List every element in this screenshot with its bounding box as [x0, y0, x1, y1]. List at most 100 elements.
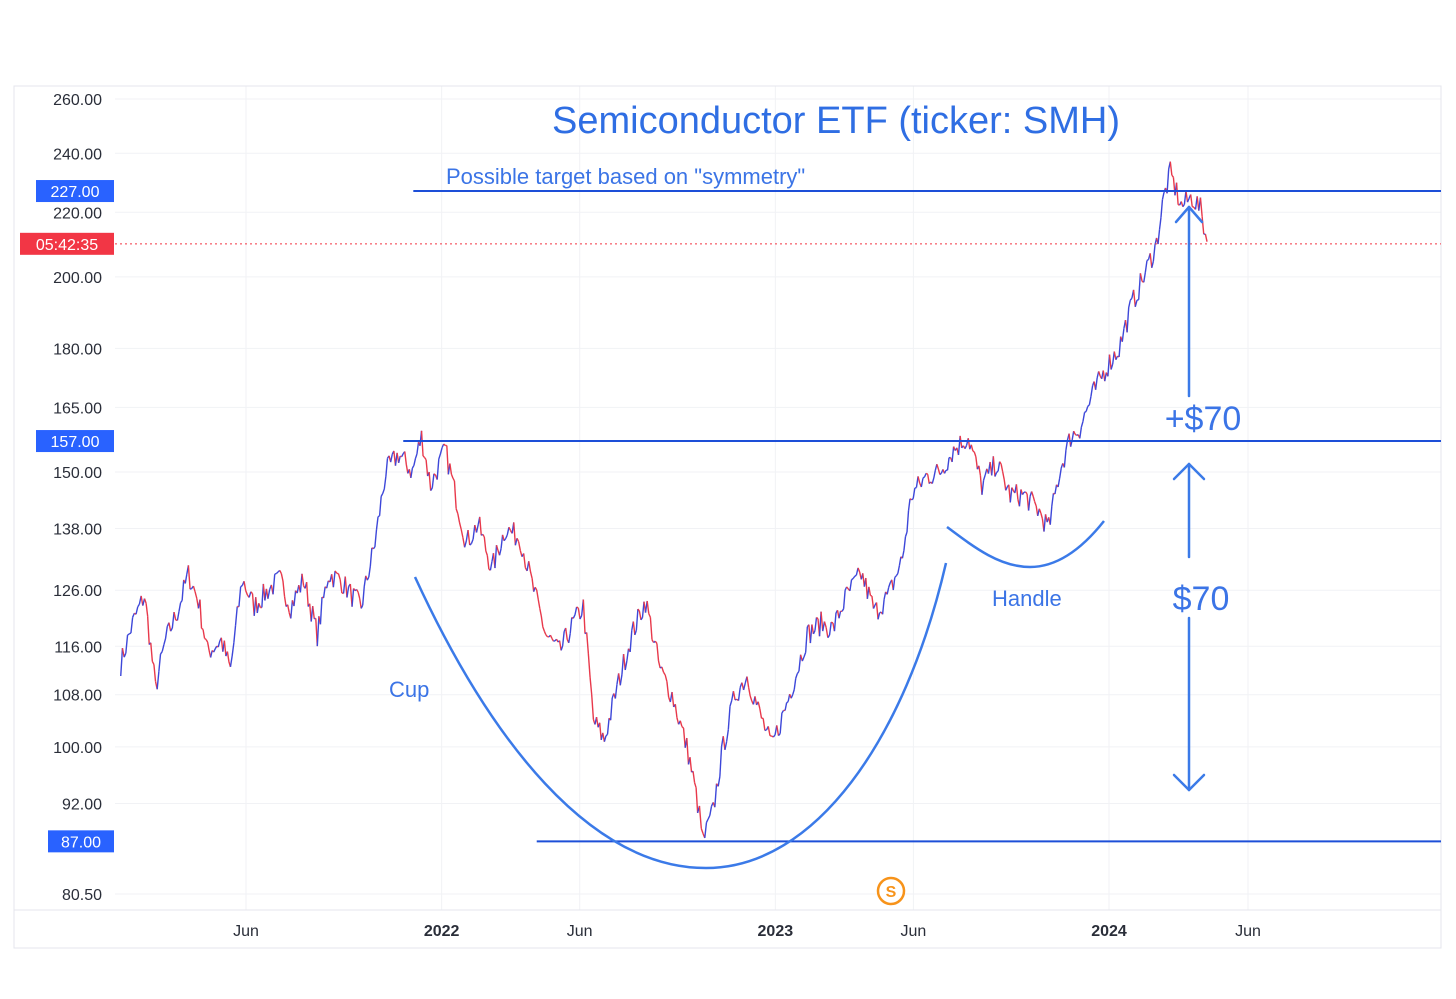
price-segment	[786, 701, 789, 704]
price-segment	[693, 782, 697, 788]
price-segment	[804, 626, 809, 653]
price-segment	[679, 720, 683, 727]
price-segment	[629, 630, 633, 652]
price-segment	[362, 586, 365, 606]
price-segment	[163, 638, 167, 646]
price-segment	[233, 625, 237, 643]
price-segment	[501, 534, 505, 541]
price-segment	[1161, 192, 1165, 200]
price-segment	[534, 586, 538, 591]
price-segment	[243, 581, 247, 591]
price-segment	[206, 642, 210, 651]
price-segment	[505, 534, 508, 539]
price-segment	[483, 536, 487, 551]
price-segment	[798, 654, 802, 672]
price-segment	[661, 666, 665, 673]
price-segment	[975, 456, 979, 470]
price-segment	[275, 571, 279, 574]
price-segment	[619, 674, 623, 686]
handle-curve	[946, 520, 1105, 569]
target-annotation: Possible target based on "symmetry"	[446, 164, 805, 189]
price-segment	[803, 652, 807, 658]
price-segment	[964, 444, 968, 449]
price-segment	[411, 465, 415, 469]
price-segment	[622, 654, 626, 671]
price-segment	[996, 470, 999, 473]
price-segment	[582, 599, 586, 634]
price-segment	[319, 597, 323, 625]
price-segment	[549, 634, 553, 639]
price-segment	[410, 468, 414, 479]
price-segment	[587, 653, 591, 678]
price-segment	[503, 538, 507, 542]
price-segment	[279, 570, 283, 575]
price-segment	[574, 606, 578, 615]
price-segment	[1021, 491, 1025, 495]
price-segment	[368, 565, 372, 578]
price-segment	[814, 617, 818, 631]
price-segment	[543, 630, 547, 636]
price-segment	[358, 598, 362, 609]
price-segment	[213, 648, 216, 653]
price-segment	[460, 529, 464, 538]
price-segment	[577, 607, 581, 620]
price-segment	[1043, 514, 1047, 532]
price-segment	[356, 589, 359, 593]
price-segment	[334, 570, 338, 574]
price-segment	[399, 455, 402, 458]
price-segment	[656, 643, 660, 661]
price-segment	[705, 818, 709, 823]
price-segment	[360, 604, 364, 609]
price-segment	[1144, 260, 1148, 273]
price-segment	[397, 455, 401, 463]
price-segment	[184, 573, 188, 584]
price-segment	[951, 446, 955, 463]
price-segment	[681, 725, 685, 729]
price-segment	[811, 624, 815, 635]
y-tick-label: 80.50	[62, 887, 102, 904]
price-segment	[598, 722, 602, 740]
price-segment	[1051, 493, 1055, 507]
s-circle-icon[interactable]: S	[876, 876, 906, 906]
price-segment	[430, 487, 433, 492]
y-tick-label: 180.00	[53, 341, 102, 358]
price-segment	[1000, 463, 1004, 472]
price-segment	[912, 488, 916, 499]
price-segment	[827, 634, 831, 639]
price-segment	[1087, 404, 1090, 407]
price-segment	[560, 645, 564, 651]
price-segment	[564, 627, 568, 640]
price-segment	[516, 537, 520, 543]
price-segment	[513, 522, 517, 546]
price-segment	[904, 531, 908, 537]
price-segment	[438, 453, 442, 460]
price-segment	[879, 611, 882, 614]
price-segment	[796, 670, 800, 675]
price-segment	[1057, 478, 1061, 488]
price-segment	[732, 691, 736, 701]
price-segment	[250, 591, 254, 595]
price-segment	[707, 815, 711, 820]
price-segment	[382, 488, 385, 494]
price-segment	[528, 561, 532, 572]
price-segment	[933, 470, 937, 479]
price-segment	[1080, 421, 1084, 428]
price-segment	[894, 575, 897, 578]
price-segment	[1038, 508, 1042, 514]
price-segment	[692, 771, 696, 783]
price-segment	[337, 573, 341, 580]
price-segment	[194, 591, 198, 599]
price-segment	[595, 717, 599, 728]
x-tick-label: Jun	[233, 923, 259, 940]
price-segment	[664, 674, 668, 682]
price-segment	[729, 700, 733, 707]
price-segment	[1027, 496, 1031, 511]
price-segment	[994, 472, 998, 477]
price-segment	[316, 616, 320, 647]
price-segment	[1169, 161, 1173, 176]
price-labels: 227.00 157.00 87.00 05:42:35	[20, 180, 114, 853]
price-segment	[363, 575, 367, 587]
price-segment	[558, 640, 562, 651]
price-segment	[1171, 174, 1174, 178]
y-axis: 260.00 240.00 220.00 200.00 180.00 165.00 150.…	[53, 92, 102, 904]
